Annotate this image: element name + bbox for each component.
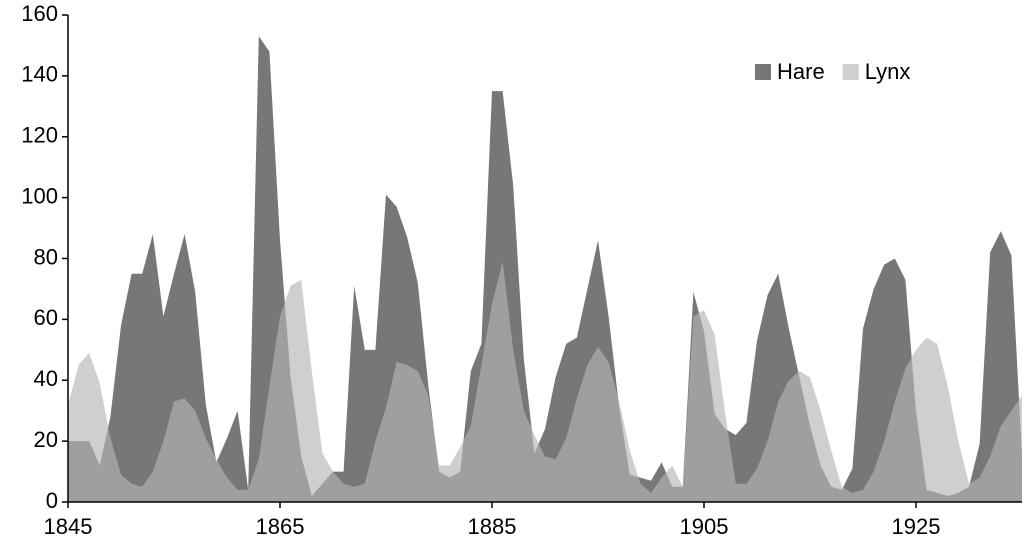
y-tick-label: 140 (21, 62, 58, 87)
y-tick-label: 80 (34, 244, 58, 269)
legend-label: Lynx (865, 59, 911, 84)
y-tick-label: 20 (34, 427, 58, 452)
y-tick-label: 120 (21, 123, 58, 148)
y-tick-label: 160 (21, 1, 58, 26)
legend-swatch (755, 64, 771, 80)
y-tick-label: 100 (21, 183, 58, 208)
area (68, 36, 1022, 503)
x-tick-label: 1845 (44, 514, 93, 539)
y-tick-label: 60 (34, 305, 58, 330)
legend-label: Hare (777, 59, 825, 84)
x-tick-label: 1905 (680, 514, 729, 539)
legend-swatch (842, 64, 859, 80)
y-tick-label: 40 (34, 366, 58, 391)
area (68, 261, 1022, 502)
x-tick-label: 1925 (892, 514, 941, 539)
y-tick-label: 0 (46, 488, 58, 513)
x-tick-label: 1865 (256, 514, 305, 539)
x-tick-label: 1885 (468, 514, 517, 539)
